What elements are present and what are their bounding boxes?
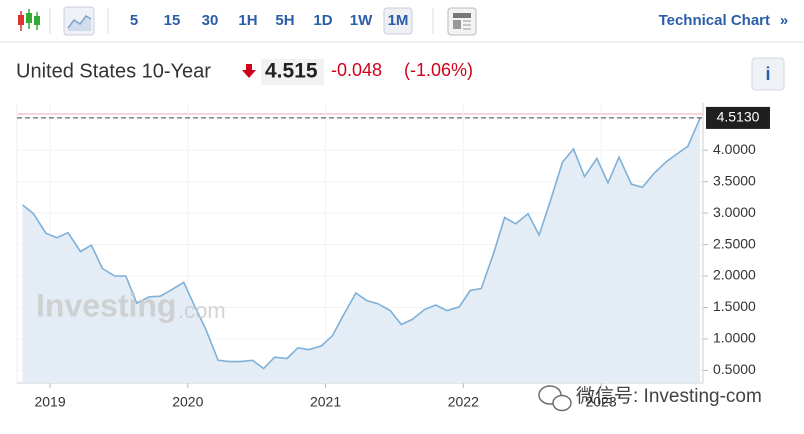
x-tick-label: 2021 [310, 394, 341, 410]
price: 4.515 [265, 60, 318, 83]
y-tick-label: 2.5000 [713, 235, 756, 251]
info-button[interactable] [751, 57, 785, 91]
y-tick-label: 1.0000 [713, 330, 756, 346]
area-fill [22, 117, 701, 384]
interval-button[interactable]: 15 [164, 12, 181, 29]
news-icon[interactable] [447, 7, 477, 36]
y-tick-label: 2.0000 [713, 267, 756, 283]
technical-chart-link[interactable]: Technical Chart [659, 12, 770, 29]
x-tick-label: 2023 [585, 394, 616, 410]
interval-button[interactable]: 1M [388, 12, 409, 29]
price-line [22, 117, 701, 370]
x-tick-label: 2022 [448, 394, 479, 410]
wechat-icon [538, 385, 572, 412]
price-change-percent: (-1.06%) [404, 60, 473, 80]
last-price-label: 4.5130 [717, 109, 760, 125]
more-link[interactable]: » [780, 12, 788, 29]
watermark-suffix: .com [178, 298, 226, 323]
x-tick-label: 2019 [34, 394, 65, 410]
y-tick-label: 1.5000 [713, 298, 756, 314]
interval-button[interactable]: 1D [313, 12, 332, 29]
candlestick-icon[interactable] [18, 9, 40, 31]
line-chart-icon[interactable] [63, 6, 95, 36]
watermark-wechat: 微信号: Investing-com [576, 385, 762, 407]
y-tick-label: 3.0000 [713, 204, 756, 220]
last-price-box [706, 106, 770, 129]
active-interval-bg [383, 7, 413, 35]
interval-button[interactable]: 5 [130, 12, 138, 29]
instrument-name: United States 10-Year [16, 60, 211, 82]
y-tick-label: 0.5000 [713, 361, 756, 377]
x-tick-label: 2020 [172, 394, 203, 410]
watermark-brand: Investing [36, 287, 176, 323]
info-icon[interactable]: i [765, 64, 770, 84]
interval-button[interactable]: 1H [238, 12, 257, 29]
price-bg [261, 59, 324, 85]
interval-button[interactable]: 5H [275, 12, 294, 29]
interval-button[interactable]: 1W [350, 12, 373, 29]
y-tick-label: 4.0000 [713, 141, 756, 157]
interval-button[interactable]: 30 [202, 12, 219, 29]
down-arrow [242, 64, 256, 78]
price-change: -0.048 [331, 60, 382, 80]
y-tick-label: 3.5000 [713, 172, 756, 188]
